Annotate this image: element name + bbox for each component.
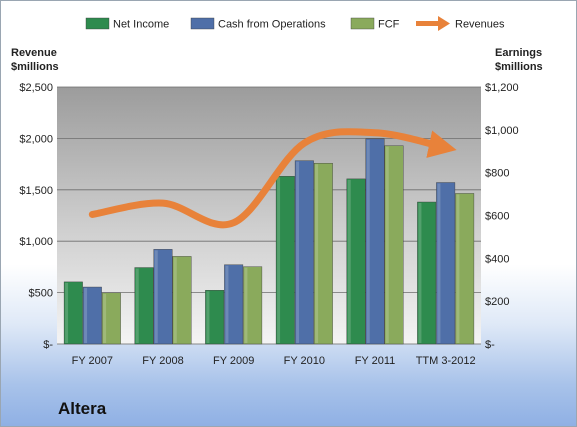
bar-highlight [437, 183, 441, 343]
right-tick-label: $800 [485, 168, 509, 180]
legend-swatch [85, 17, 110, 30]
bar-highlight [366, 139, 370, 343]
bars [63, 138, 475, 345]
revenue-line-path [88, 128, 457, 229]
legend-swatch [190, 17, 215, 30]
right-axis-title-line1: Earnings [495, 47, 543, 59]
bar [224, 264, 244, 345]
category-label: FY 2010 [284, 355, 325, 367]
category-label: FY 2009 [213, 355, 254, 367]
bar-highlight [154, 250, 158, 343]
bar [384, 145, 404, 345]
right-tick-label: $1,000 [485, 125, 519, 137]
bar [82, 286, 102, 345]
bar [205, 290, 225, 345]
revenue-line [88, 128, 457, 229]
left-tick-label: $1,500 [19, 185, 53, 197]
bar-highlight [347, 179, 351, 343]
right-axis-title: Earnings $millions [495, 46, 543, 74]
category-label: TTM 3-2012 [416, 355, 476, 367]
bar-highlight [385, 146, 389, 343]
right-tick-label: $- [485, 339, 495, 351]
category-label: FY 2007 [72, 355, 113, 367]
plot-area [57, 87, 481, 344]
bar-highlight [173, 257, 177, 343]
bar [153, 249, 173, 345]
bar-highlight [65, 282, 69, 343]
legend-label: Cash from Operations [218, 19, 326, 31]
left-tick-label: $500 [29, 288, 53, 300]
legend-label: FCF [378, 19, 400, 31]
bar-highlight [225, 265, 229, 343]
right-tick-label: $400 [485, 253, 509, 265]
bar [63, 281, 83, 345]
bar-highlight [277, 177, 281, 343]
bar-highlight [135, 268, 139, 343]
bar [134, 267, 154, 345]
bar [365, 138, 385, 345]
bar [294, 160, 314, 345]
right-tick-label: $200 [485, 296, 509, 308]
legend: Net Income Cash from Operations FCF Revenue… [85, 16, 505, 31]
bar-highlight [315, 164, 319, 343]
bar-highlight [84, 288, 88, 343]
bar-highlight [244, 267, 248, 343]
right-axis-ticks: $- $200 $400 $600 $800 $1,000 $1,200 [485, 82, 519, 351]
right-tick-label: $1,200 [485, 82, 519, 94]
left-axis-title: Revenue $millions [11, 46, 59, 74]
bar [172, 256, 192, 345]
bar [436, 182, 456, 345]
bar-highlight [418, 203, 422, 343]
legend-label: Net Income [113, 19, 169, 31]
bar [313, 163, 333, 345]
bar-highlight [206, 291, 210, 343]
bar-highlight [103, 293, 107, 343]
legend-swatch [350, 17, 375, 30]
category-label: FY 2008 [142, 355, 183, 367]
bar-highlight [456, 194, 460, 343]
left-tick-label: $1,000 [19, 236, 53, 248]
left-tick-label: $- [43, 339, 53, 351]
bar [417, 201, 437, 345]
legend-swatch-arrow [438, 16, 450, 31]
left-tick-label: $2,500 [19, 82, 53, 94]
legend-label: Revenues [455, 19, 505, 31]
bar [346, 178, 366, 345]
company-name: Altera [58, 399, 107, 418]
bar-highlight [296, 161, 300, 343]
bar [275, 176, 295, 345]
category-labels: FY 2007 FY 2008 FY 2009 FY 2010 FY 2011 TTM 3… [72, 355, 476, 367]
bar [243, 266, 263, 345]
category-label: FY 2011 [355, 355, 396, 367]
left-axis-title-line1: Revenue [11, 47, 57, 59]
bar [101, 292, 121, 345]
right-tick-label: $600 [485, 211, 509, 223]
left-axis-title-line2: $millions [11, 61, 59, 73]
bar [455, 193, 475, 345]
left-tick-label: $2,000 [19, 133, 53, 145]
left-axis-ticks: $- $500 $1,000 $1,500 $2,000 $2,500 [19, 82, 53, 351]
right-axis-title-line2: $millions [495, 61, 543, 73]
